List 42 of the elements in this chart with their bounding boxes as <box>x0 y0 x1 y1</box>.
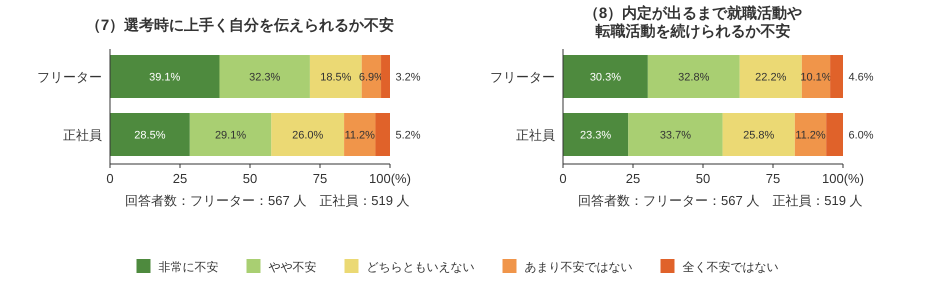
x-tick-label: 25 <box>172 171 188 186</box>
x-tick-label: 0 <box>106 171 114 186</box>
data-label: 29.1% <box>214 130 246 142</box>
data-label: 39.1% <box>149 72 181 84</box>
text: 回答者数：フリーター：567 人 正社員：519 人 <box>125 193 410 208</box>
data-label: 11.2% <box>795 130 826 142</box>
data-label: 4.6% <box>848 72 874 84</box>
y-tick-label: フリーター <box>490 70 555 84</box>
y-tick-label: 正社員 <box>516 128 555 142</box>
data-label: 28.5% <box>134 130 166 142</box>
data-label: 10.1% <box>800 72 832 84</box>
legend-label: 非常に不安 <box>158 260 218 274</box>
y-tick-label: 正社員 <box>63 128 102 142</box>
data-label: 6.0% <box>848 130 874 142</box>
x-tick-label: 0 <box>559 171 567 186</box>
data-label: 26.0% <box>292 130 324 142</box>
data-label: 11.2% <box>344 130 376 142</box>
legend-label: どちらともいえない <box>366 260 474 274</box>
data-label: 5.2% <box>395 130 421 142</box>
text: 回答者数：フリーター：567 人 正社員：519 人 <box>578 193 863 208</box>
data-label: 23.3% <box>580 130 612 142</box>
data-label: 3.2% <box>395 72 421 84</box>
data-label: 22.2% <box>755 72 787 84</box>
x-tick-label: 75 <box>766 171 780 186</box>
chart-title: （8）内定が出るまで就職活動や転職活動を続けられるか不安 <box>584 4 802 40</box>
data-label: 18.5% <box>320 72 352 84</box>
x-tick-label: 50 <box>696 171 710 186</box>
data-label: 32.8% <box>678 72 710 84</box>
y-tick-label: フリーター <box>37 70 102 84</box>
x-tick-label: 50 <box>242 171 258 186</box>
legend-label: 全く不安ではない <box>682 260 778 274</box>
x-tick-label: 25 <box>626 171 640 186</box>
data-label: 32.3% <box>249 72 281 84</box>
chart-title: （7）選考時に上手く自分を伝えられるか不安 <box>86 16 394 34</box>
legend-label: やや不安 <box>268 260 316 274</box>
x-tick-label: 100(%) <box>822 171 864 186</box>
legend-label: あまり不安ではない <box>524 260 632 274</box>
x-tick-label: 75 <box>312 171 328 186</box>
data-label: 30.3% <box>590 72 622 84</box>
data-label: 25.8% <box>743 130 775 142</box>
x-tick-label: 100(%) <box>369 171 411 186</box>
data-label: 33.7% <box>660 130 692 142</box>
